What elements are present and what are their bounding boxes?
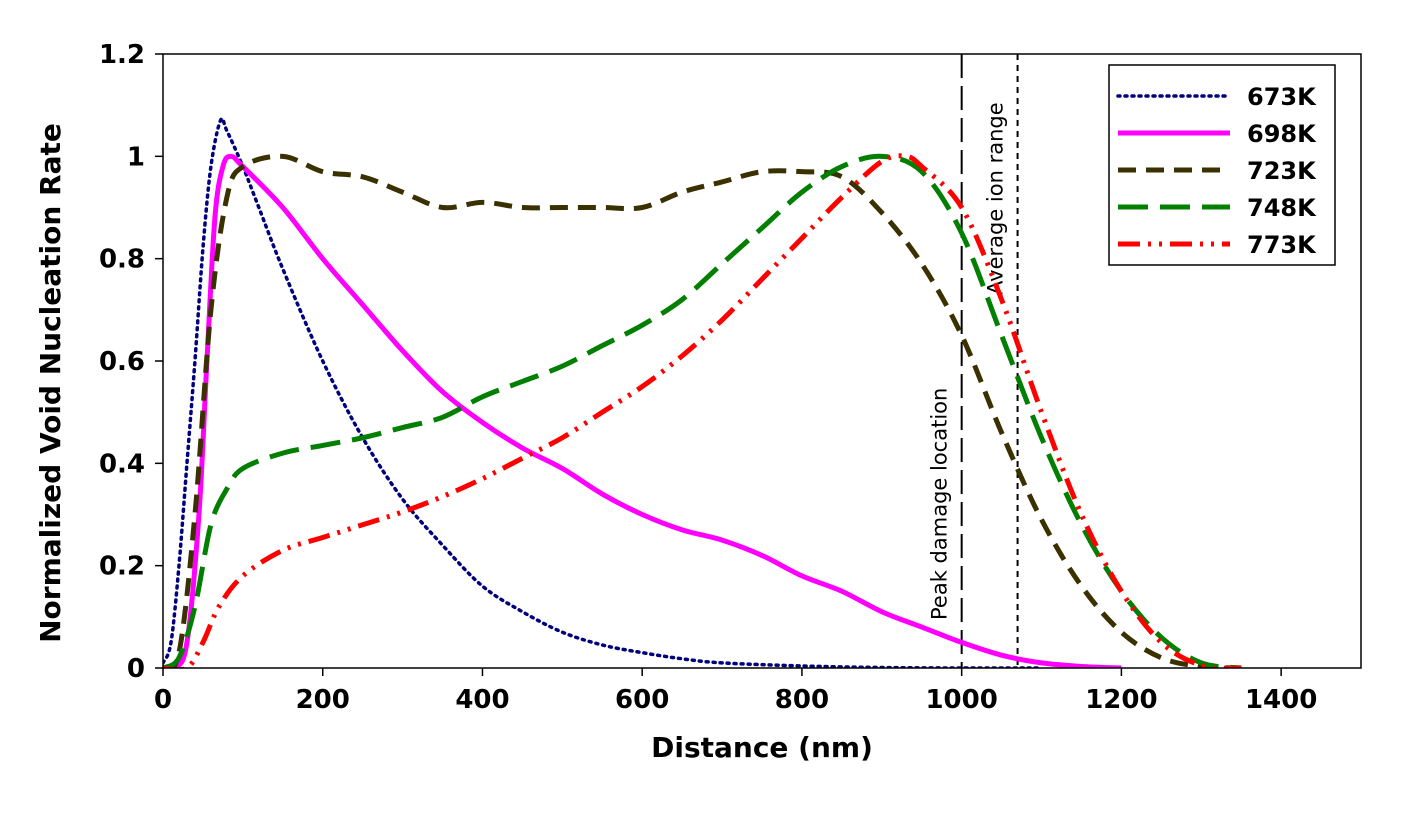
- legend-label: 698K: [1247, 120, 1317, 148]
- x-tick-label: 200: [296, 685, 350, 715]
- x-axis-title: Distance (nm): [651, 731, 873, 764]
- plot-frame: [162, 53, 1362, 669]
- legend-label: 748K: [1247, 194, 1317, 222]
- series-line-673K: [163, 116, 1044, 668]
- legend-box: [1108, 64, 1336, 266]
- x-tick-label: 400: [455, 685, 509, 715]
- y-tick-label: 0.6: [99, 347, 145, 377]
- legend-label: 773K: [1247, 231, 1317, 259]
- y-tick-label: 1.2: [99, 40, 145, 70]
- tick-labels: 0 200 400 600 800 1000 1200 1400 0 0.2 0.4 0.6 0.8 1 1…: [99, 40, 1317, 715]
- y-tick-label: 0.8: [99, 245, 145, 275]
- x-tick-label: 600: [615, 685, 669, 715]
- x-tick-label: 0: [154, 685, 172, 715]
- x-tick-label: 800: [775, 685, 829, 715]
- reference-label: Peak damage location: [928, 388, 952, 620]
- x-tick-label: 1000: [925, 685, 997, 715]
- y-tick-label: 1: [127, 142, 145, 172]
- reference-markers: Peak damage location Average ion range: [928, 54, 1019, 668]
- y-axis-title: Normalized Void Nucleation Rate: [34, 123, 67, 643]
- x-tick-label: 1400: [1245, 685, 1317, 715]
- y-tick-label: 0.4: [99, 449, 145, 479]
- x-tick-label: 1200: [1085, 685, 1157, 715]
- legend-label: 673K: [1247, 83, 1317, 111]
- legend-label: 723K: [1247, 157, 1317, 185]
- y-tick-label: 0.2: [99, 552, 145, 582]
- reference-label: Average ion range: [984, 102, 1008, 295]
- y-tick-label: 0: [127, 654, 145, 684]
- series-line-773K: [163, 153, 1242, 668]
- series-line-698K: [163, 153, 1122, 668]
- axes: [155, 53, 1282, 676]
- legend: 673K 698K 723K 748K 773K: [1108, 64, 1336, 266]
- series-line-748K: [163, 153, 1242, 668]
- plot-area: [163, 116, 1242, 668]
- series-line-723K: [163, 153, 1242, 668]
